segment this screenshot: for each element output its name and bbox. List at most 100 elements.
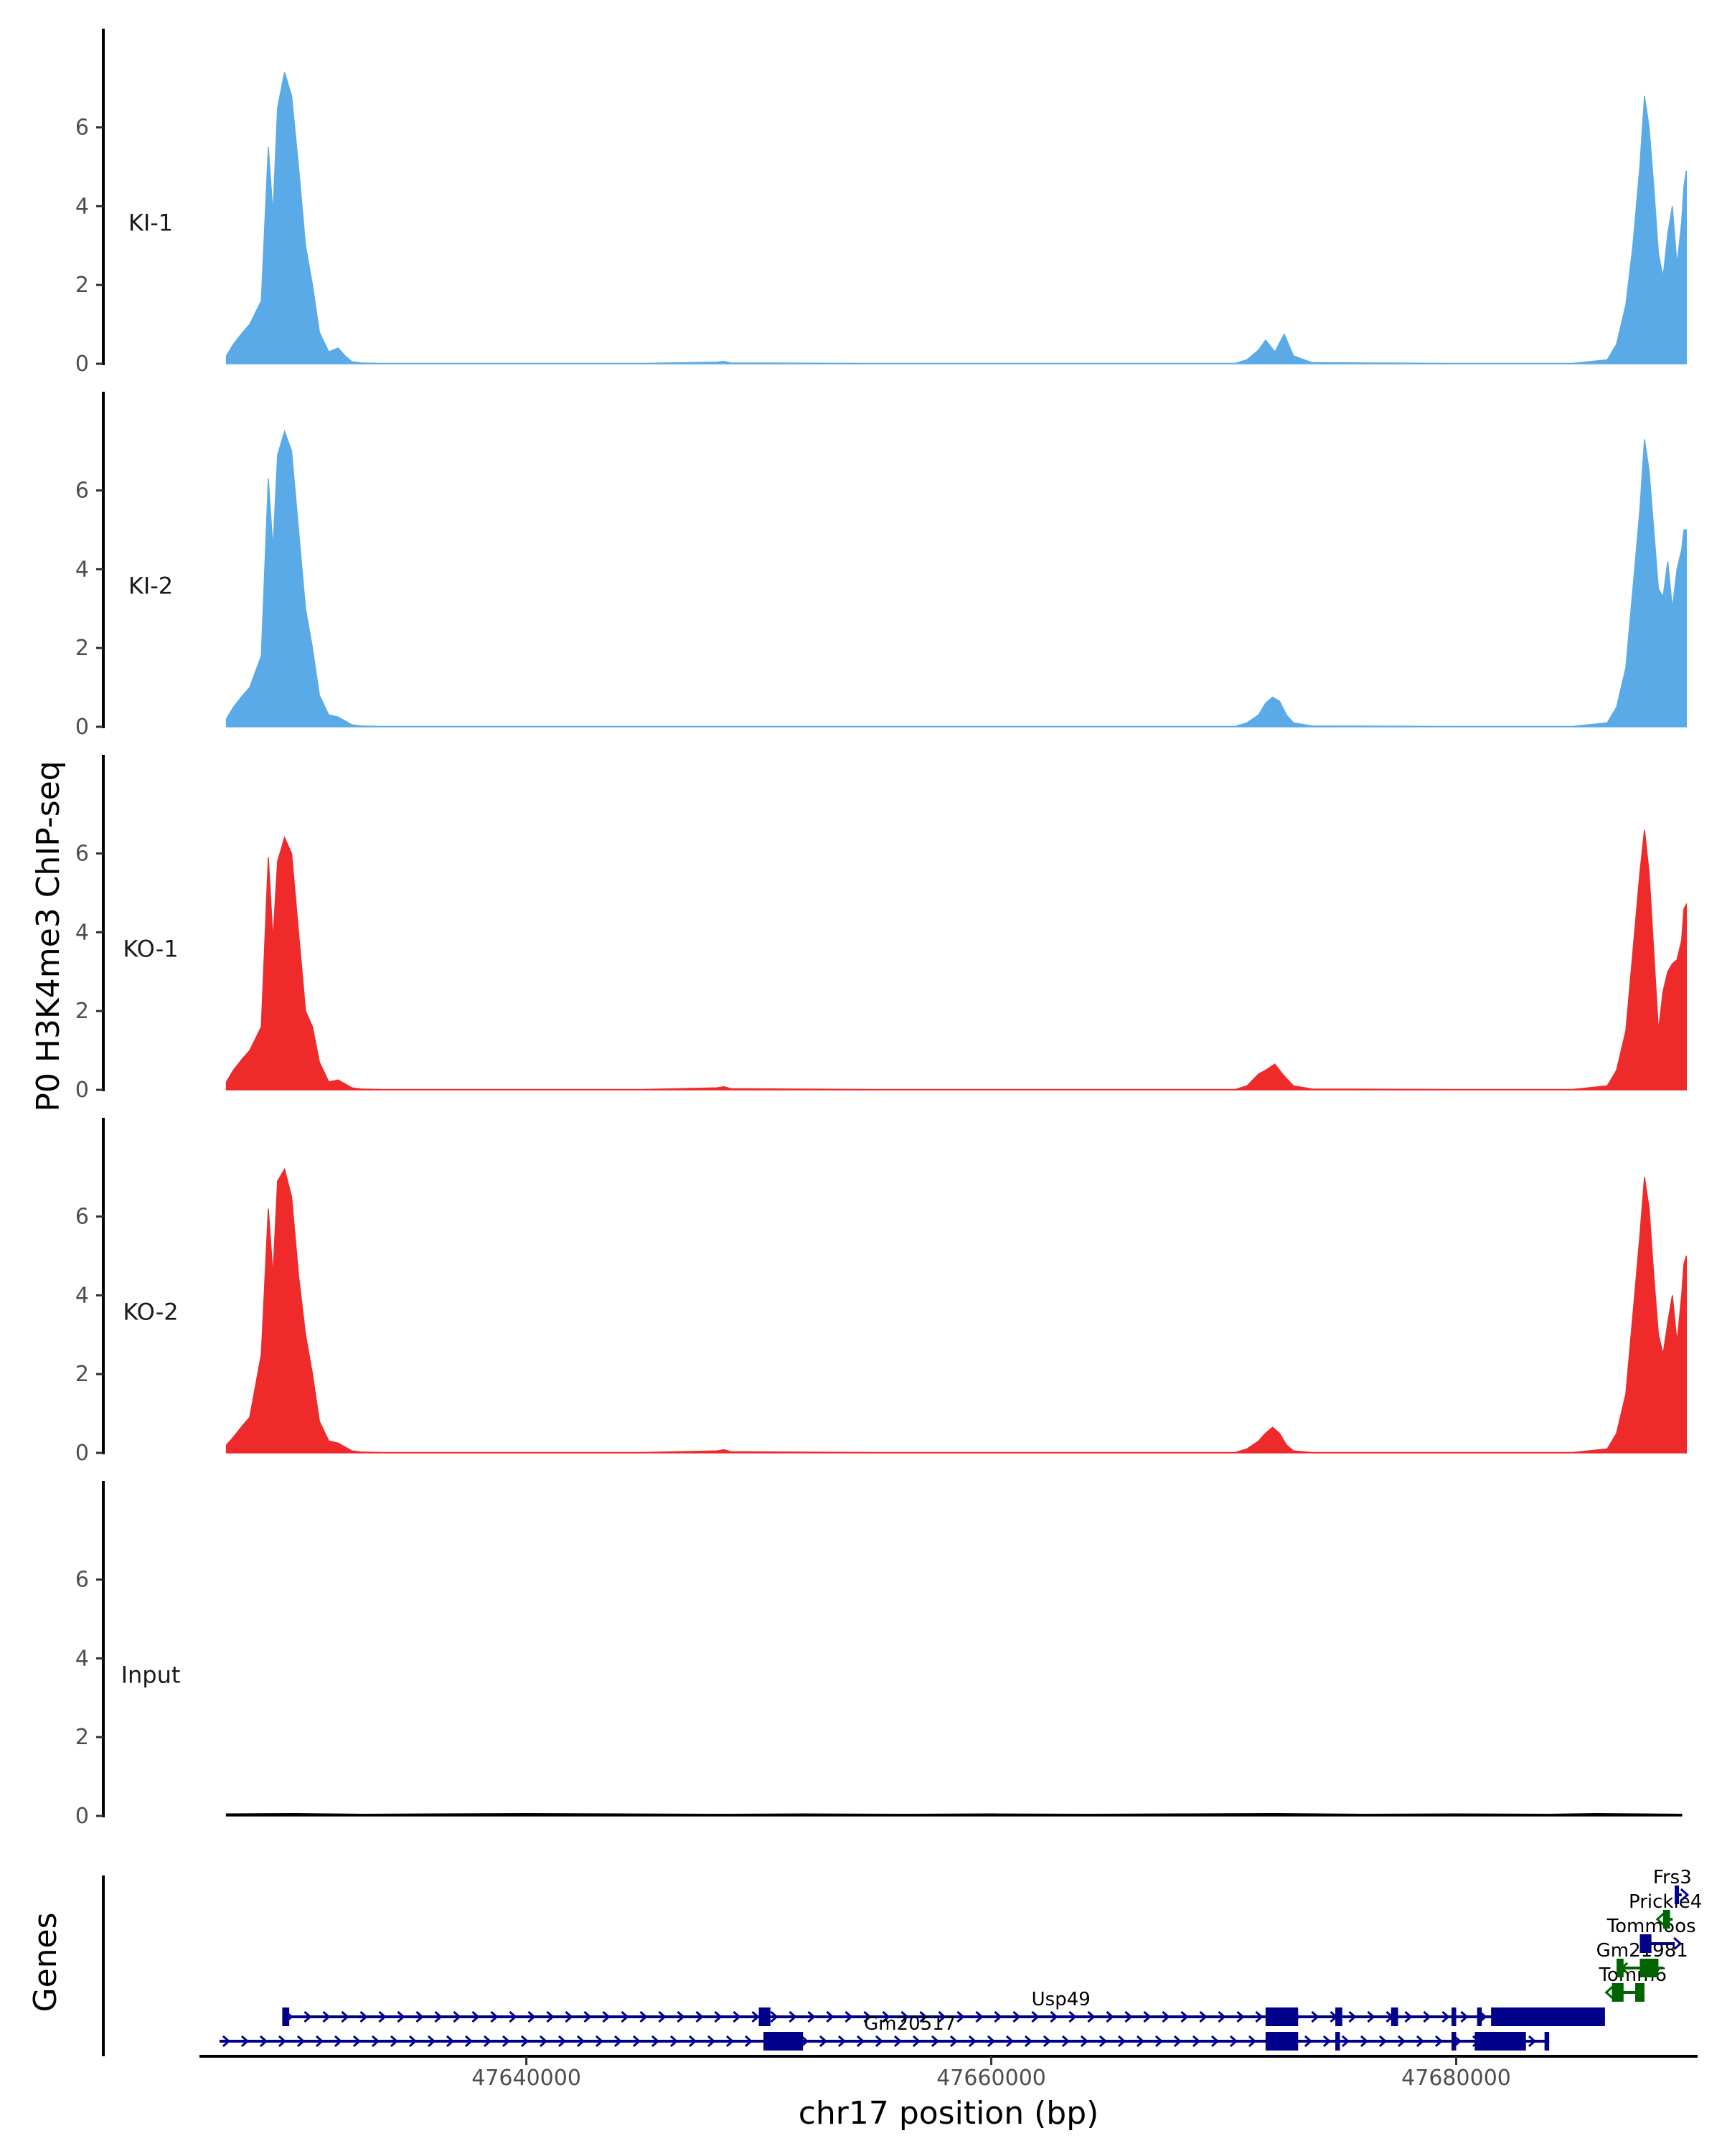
strand-arrow	[632, 2035, 641, 2048]
track-ko-2: 0 2 4 6 KO-2	[75, 1118, 1688, 1466]
strand-arrow	[994, 2010, 1002, 2023]
strand-arrow	[1236, 2010, 1245, 2023]
gene-exon	[1335, 2007, 1342, 2026]
gene-exon	[1265, 2007, 1299, 2026]
gene-tomm6os: Tomm6os	[1606, 1916, 1696, 1953]
strand-arrow	[1416, 2035, 1425, 2048]
strand-arrow	[483, 2035, 492, 2048]
strand-arrow	[919, 2010, 928, 2023]
strand-arrow	[565, 2010, 573, 2023]
strand-arrow	[259, 2035, 268, 2048]
gene-exon	[1662, 1910, 1670, 1929]
strand-arrow	[334, 2035, 343, 2048]
strand-arrow	[695, 2010, 704, 2023]
strand-arrow	[509, 2010, 517, 2023]
strand-arrow	[1367, 2010, 1375, 2023]
axes-layer: 47640000 47660000 47680000	[102, 1875, 1698, 2091]
y-tick-label: 4	[75, 194, 89, 219]
x-tick-label: 47680000	[1401, 2066, 1511, 2091]
gene-exon	[1477, 2007, 1482, 2026]
strand-arrow	[539, 2035, 548, 2048]
y-tick-label: 4	[75, 557, 89, 582]
gene-exon	[1617, 1959, 1624, 1977]
gene-exon	[1544, 2032, 1550, 2051]
y-tick-label: 2	[75, 273, 89, 298]
strand-arrow	[1061, 2035, 1071, 2048]
strand-arrow	[471, 2010, 480, 2023]
gene-label: Prickle4	[1629, 1891, 1702, 1913]
y-tick-label: 2	[75, 999, 89, 1024]
y-tick-label: 2	[75, 1725, 89, 1750]
gene-frs3: Frs3	[1653, 1867, 1692, 1904]
strand-arrow	[882, 2010, 890, 2023]
strand-arrow	[595, 2035, 604, 2048]
strand-arrow	[1143, 2010, 1152, 2023]
gene-label: Usp49	[1032, 1989, 1091, 2010]
strand-arrow	[826, 2010, 834, 2023]
strand-arrow	[222, 2035, 231, 2048]
strand-arrow	[1117, 2035, 1126, 2048]
strand-arrow	[1248, 2035, 1257, 2048]
track-label: KO-1	[123, 935, 178, 962]
signal-area-ko-1	[225, 829, 1688, 1091]
y-tick-label: 0	[75, 352, 89, 377]
strand-arrow	[856, 2035, 865, 2048]
track-label: KI-2	[128, 572, 173, 599]
strand-arrow	[1180, 2010, 1189, 2023]
track-ko-1: 0 2 4 6 KO-1	[75, 755, 1688, 1103]
y-tick-label: 6	[75, 842, 89, 867]
signal-area-ko-2	[225, 1167, 1688, 1454]
gene-exon	[1635, 1983, 1645, 2002]
strand-arrow	[390, 2035, 399, 2048]
strand-arrow	[371, 2035, 380, 2048]
strand-arrow	[464, 2035, 474, 2048]
strand-arrow	[520, 2035, 530, 2048]
tracks-layer: 0 2 4 6 KI-1 0 2 4 6 KI-2 0 2 4 6 KO-1 0 2 4 6 KO-2 0 2 4 6 Inpu…	[75, 29, 1688, 1829]
strand-arrow	[621, 2010, 629, 2023]
strand-arrow	[688, 2035, 697, 2048]
strand-arrow	[1441, 2010, 1450, 2023]
y-tick-label: 0	[75, 715, 89, 740]
strand-arrow	[1453, 2035, 1462, 2048]
strand-arrow	[322, 2010, 331, 2023]
track-label: KI-1	[128, 209, 173, 236]
strand-arrow	[378, 2010, 387, 2023]
y-tick-label: 0	[75, 1804, 89, 1829]
y-tick-label: 2	[75, 636, 89, 661]
track-input: 0 2 4 6 Input	[75, 1481, 1683, 1829]
y-tick-label: 6	[75, 1205, 89, 1230]
strand-arrow	[669, 2035, 679, 2048]
y-tick-label: 2	[75, 1362, 89, 1387]
strand-arrow	[1136, 2035, 1145, 2048]
gene-exon	[763, 2032, 804, 2051]
gene-exon	[1335, 2032, 1340, 2051]
strand-arrow	[240, 2035, 250, 2048]
y-axis-title: P0 H3K4me3 ChIP-seq	[30, 761, 67, 1111]
strand-arrow	[863, 2010, 872, 2023]
strand-arrow	[1199, 2010, 1208, 2023]
x-tick-label: 47640000	[471, 2066, 581, 2091]
strand-arrow	[1348, 2010, 1357, 2023]
strand-arrow	[987, 2035, 996, 2048]
strand-arrow	[931, 2035, 940, 2048]
strand-arrow	[733, 2010, 741, 2023]
strand-arrow	[1255, 2010, 1264, 2023]
strand-arrow	[446, 2035, 455, 2048]
strand-arrow	[677, 2010, 685, 2023]
strand-arrow	[770, 2010, 778, 2023]
strand-arrow	[1604, 1985, 1614, 2000]
strand-arrow	[819, 2035, 828, 2048]
strand-arrow	[408, 2035, 418, 2048]
strand-arrow	[1218, 2010, 1226, 2023]
signal-area-ki-2	[225, 429, 1688, 728]
strand-arrow	[707, 2035, 716, 2048]
strand-arrow	[1043, 2035, 1052, 2048]
strand-arrow	[296, 2035, 306, 2048]
strand-arrow	[975, 2010, 984, 2023]
strand-arrow	[714, 2010, 723, 2023]
gene-exon	[1675, 1886, 1680, 1904]
strand-arrow	[1162, 2010, 1170, 2023]
strand-arrow	[1024, 2035, 1033, 2048]
strand-arrow	[1031, 2010, 1040, 2023]
